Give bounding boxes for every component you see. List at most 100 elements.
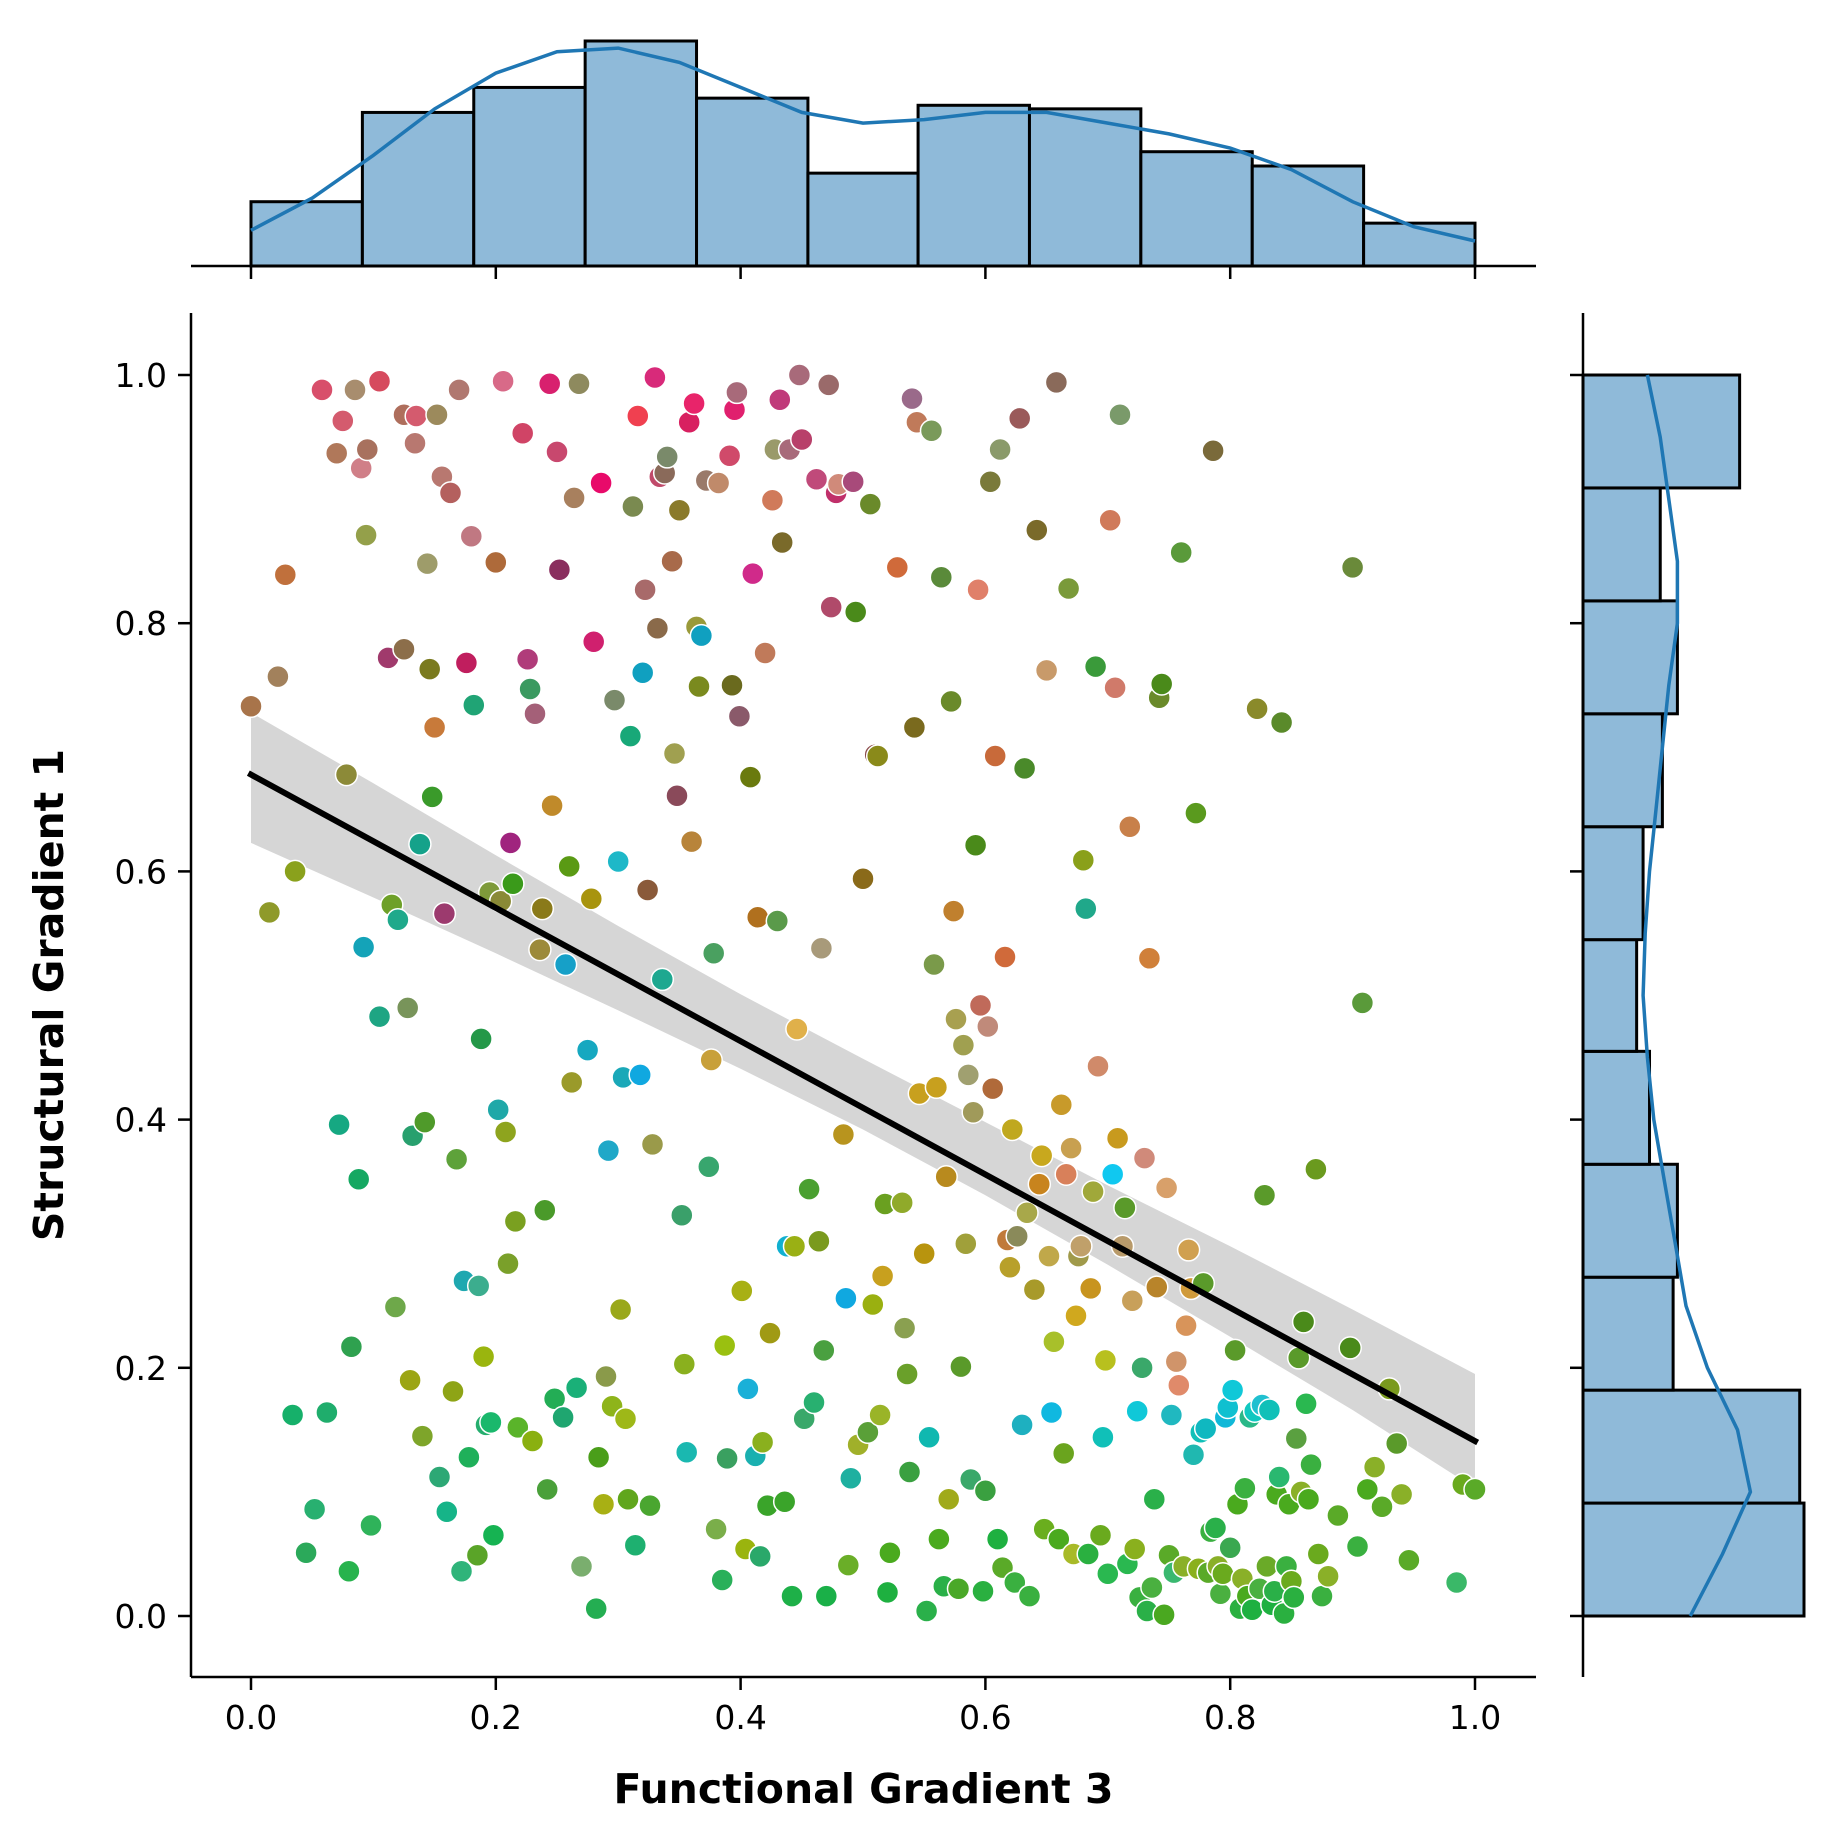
- scatter-point: [395, 996, 420, 1020]
- scatter-point: [819, 595, 843, 619]
- scatter-point: [966, 577, 990, 602]
- scatter-point: [1083, 654, 1108, 679]
- x-tick-label: 0.4: [714, 1698, 766, 1737]
- top-hist-bar-8: [1139, 150, 1254, 268]
- scatter-point: [660, 549, 684, 573]
- scatter-point: [1074, 896, 1098, 921]
- scatter-point: [523, 702, 547, 726]
- scatter-point: [518, 677, 542, 701]
- scatter-point: [768, 388, 792, 412]
- scatter-point: [1091, 1425, 1115, 1450]
- scatter-point: [1181, 1442, 1206, 1467]
- scatter-point: [1120, 1289, 1145, 1313]
- scatter-point: [1152, 1603, 1176, 1627]
- y-tick-label: 0.0: [115, 1597, 167, 1636]
- scatter-point: [606, 849, 630, 874]
- scatter-point: [528, 937, 552, 962]
- scatter-point: [645, 616, 670, 640]
- scatter-point: [547, 558, 572, 582]
- scatter-point: [462, 693, 486, 717]
- scatter-point: [623, 1533, 648, 1558]
- scatter-point: [496, 1251, 520, 1276]
- scatter-point: [315, 1400, 339, 1425]
- scatter-point: [816, 373, 841, 397]
- scatter-point: [410, 1424, 435, 1448]
- scatter-point: [841, 469, 865, 494]
- scatter-point: [1049, 1092, 1074, 1117]
- scatter-point: [1012, 756, 1037, 781]
- scatter-point: [1122, 1537, 1147, 1561]
- scatter-point: [1003, 1570, 1027, 1595]
- scatter-point: [802, 1390, 826, 1415]
- scatter-point: [1174, 1313, 1198, 1338]
- scatter-point: [662, 741, 687, 766]
- scatter-point: [976, 1014, 1000, 1039]
- x-tick-label: 0.8: [1204, 1698, 1256, 1737]
- scatter-point: [1355, 1477, 1380, 1502]
- scatter-point: [843, 600, 868, 624]
- scatter-point: [750, 1430, 775, 1455]
- scatter-point: [809, 936, 834, 961]
- scatter-point: [758, 1321, 782, 1345]
- scatter-point: [1203, 1516, 1228, 1540]
- scatter-point: [1299, 1452, 1323, 1477]
- scatter-point: [266, 664, 290, 689]
- scatter-point: [343, 378, 367, 402]
- scatter-point: [1022, 1277, 1047, 1302]
- x-tick-label: 1.0: [1449, 1698, 1501, 1737]
- scatter-point: [501, 872, 525, 896]
- scatter-point: [427, 1465, 452, 1489]
- top-kde-curve: [250, 46, 1476, 243]
- scatter-point: [727, 704, 752, 729]
- scatter-point: [1338, 1336, 1362, 1360]
- scatter-point: [1044, 370, 1069, 395]
- scatter-point: [861, 1292, 885, 1317]
- scatter-point: [626, 404, 650, 428]
- scatter-point: [1240, 1598, 1264, 1622]
- scatter-point: [1130, 1356, 1154, 1380]
- scatter-point: [425, 402, 449, 427]
- scatter-point: [699, 1048, 723, 1072]
- scatter-point: [1064, 1303, 1088, 1328]
- scatter-point: [608, 1297, 633, 1322]
- scatter-point: [324, 441, 349, 465]
- scatter-point: [980, 1076, 1005, 1101]
- scatter-point: [748, 1544, 772, 1569]
- y-axis-title: Structural Gradient 1: [25, 749, 73, 1241]
- scatter-point: [1069, 1234, 1093, 1258]
- scatter-point: [1140, 1575, 1164, 1600]
- scatter-point: [273, 563, 298, 587]
- scatter-point: [1167, 1373, 1191, 1397]
- scatter-point: [687, 674, 711, 699]
- scatter-point: [581, 630, 606, 654]
- scatter-point: [1164, 1349, 1189, 1374]
- scatter-point: [949, 1354, 973, 1379]
- scatter-point: [856, 1420, 880, 1445]
- scatter-point: [346, 1167, 371, 1191]
- scatter-point: [1054, 1162, 1078, 1186]
- scatter-point: [457, 1445, 481, 1469]
- scatter-point: [890, 1190, 914, 1215]
- scatter-point: [701, 941, 726, 966]
- scatter-point: [294, 1540, 318, 1565]
- scatter-point: [1218, 1535, 1242, 1560]
- scatter-point: [897, 1460, 922, 1484]
- scatter-point: [836, 1553, 861, 1577]
- scatter-point: [1269, 710, 1294, 735]
- scatter-point: [447, 378, 471, 402]
- scatter-point: [956, 1063, 981, 1087]
- scatter-point: [1118, 814, 1142, 839]
- scatter-point: [398, 1368, 422, 1392]
- scatter-point: [466, 1274, 491, 1298]
- scatter-point: [1463, 1477, 1487, 1502]
- scatter-point: [1397, 1548, 1421, 1572]
- scatter-point: [812, 1338, 836, 1363]
- scatter-point: [1444, 1570, 1469, 1595]
- scatter-point: [1220, 1378, 1245, 1402]
- scatter-point: [643, 365, 667, 390]
- scatter-point: [1306, 1542, 1331, 1566]
- scatter-point: [1010, 1413, 1034, 1437]
- regression-line: [246, 770, 1480, 1446]
- scatter-point: [1137, 946, 1162, 971]
- scatter-point: [422, 715, 447, 740]
